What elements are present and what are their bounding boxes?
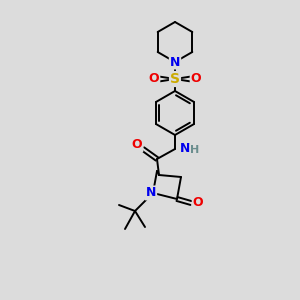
Text: O: O	[132, 139, 142, 152]
Text: H: H	[190, 145, 200, 155]
Text: O: O	[191, 73, 201, 85]
Text: N: N	[146, 187, 156, 200]
Text: O: O	[149, 73, 159, 85]
Text: S: S	[170, 72, 180, 86]
Text: N: N	[170, 56, 180, 68]
Text: N: N	[180, 142, 190, 154]
Text: O: O	[193, 196, 203, 209]
